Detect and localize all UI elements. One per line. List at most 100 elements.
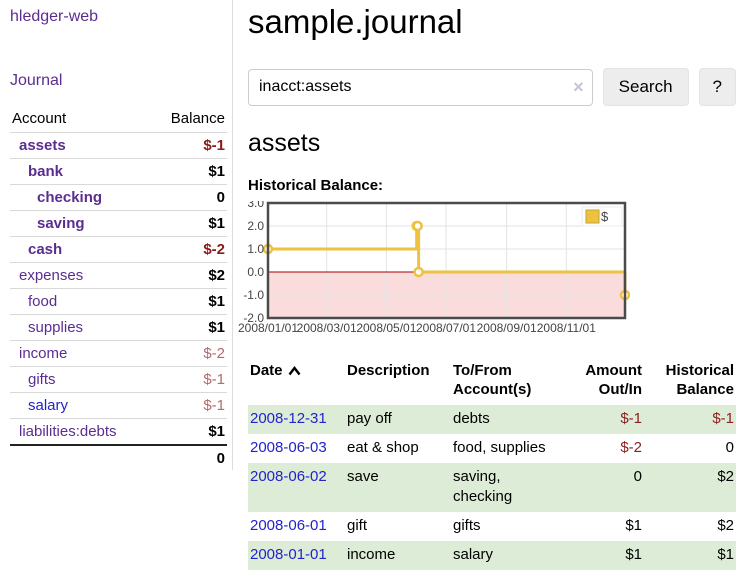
register-date-cell: 2008-06-02 xyxy=(248,463,345,512)
accounts-total-row: 0 xyxy=(10,445,227,471)
transaction-date-link[interactable]: 2008-12-31 xyxy=(250,410,327,427)
register-row: 2008-01-01 income salary $1 $1 xyxy=(248,541,736,570)
account-balance: $1 xyxy=(208,319,225,336)
legend-label: $ xyxy=(601,209,609,224)
main-content: sample.journal × Search ? assets Histori… xyxy=(233,0,742,570)
search-input[interactable] xyxy=(248,68,593,106)
register-col-description[interactable]: Description xyxy=(347,362,430,379)
transaction-date-link[interactable]: 2008-06-03 xyxy=(250,439,327,456)
register-row: 2008-12-31 pay off debts $-1 $-1 xyxy=(248,405,736,434)
sidebar-account-cash[interactable]: cash xyxy=(28,241,63,258)
register-description-cell: gift xyxy=(347,517,368,534)
account-row: checking 0 xyxy=(10,184,227,211)
nav-journal: Journal xyxy=(10,72,227,90)
transaction-date-link[interactable]: 2008-01-01 xyxy=(250,546,327,563)
accounts-table: Account Balance assets $-1 bank $1 checking 0… xyxy=(10,107,227,471)
register-header-row: Date Description To/From Account(s) Amount … xyxy=(248,359,736,405)
account-name-cell: bank xyxy=(10,159,159,185)
page-title: sample.journal xyxy=(248,3,463,40)
register-col-historical-balance[interactable]: Historical Balance xyxy=(665,362,734,398)
account-name-cell: salary xyxy=(10,393,159,419)
register-accounts-cell: gifts xyxy=(453,517,481,534)
register-amount-cell: $-2 xyxy=(620,439,642,456)
account-name-cell: expenses xyxy=(10,263,159,289)
account-balance: $1 xyxy=(208,293,225,310)
account-row: liabilities:debts $1 xyxy=(10,418,227,446)
register-description-cell: save xyxy=(347,468,379,485)
register-date-cell: 2008-06-01 xyxy=(248,512,345,541)
register-balance-cell: $2 xyxy=(717,468,734,485)
x-axis-tick: 2008/11/01 xyxy=(537,321,596,335)
accounts-header-balance: Balance xyxy=(170,110,225,127)
sidebar-account-liabilities-debts[interactable]: liabilities:debts xyxy=(19,423,117,440)
account-name-cell: food xyxy=(10,289,159,315)
register-balance-cell: $2 xyxy=(717,517,734,534)
account-name-cell: cash xyxy=(10,237,159,263)
nav-journal-link[interactable]: Journal xyxy=(10,72,63,89)
transaction-date-link[interactable]: 2008-06-02 xyxy=(250,468,327,485)
register-col-date[interactable]: Date xyxy=(248,359,345,405)
help-button[interactable]: ? xyxy=(698,68,736,106)
y-axis-tick: -1.0 xyxy=(243,288,264,302)
search-field-wrap: × xyxy=(248,68,593,106)
account-row: expenses $2 xyxy=(10,262,227,289)
register-amount-cell: $-1 xyxy=(620,410,642,427)
account-row: gifts $-1 xyxy=(10,366,227,393)
y-axis-tick: -2.0 xyxy=(243,311,264,325)
register-description-cell: income xyxy=(347,546,396,563)
sidebar-account-bank[interactable]: bank xyxy=(28,163,64,180)
register-date-cell: 2008-06-03 xyxy=(248,434,345,463)
account-name-cell: checking xyxy=(10,185,159,211)
register-description-cell: eat & shop xyxy=(347,439,419,456)
account-name-cell: income xyxy=(10,341,159,367)
clear-search-icon[interactable]: × xyxy=(573,76,584,97)
legend-swatch-icon xyxy=(585,209,600,224)
brand-link[interactable]: hledger-web xyxy=(10,8,99,25)
sidebar-account-gifts[interactable]: gifts xyxy=(28,371,56,388)
account-name-cell: saving xyxy=(10,211,159,237)
register-col-amount-out-in[interactable]: Amount Out/In xyxy=(585,362,642,398)
x-axis-tick: 2008/03/01 xyxy=(297,321,357,335)
register-row: 2008-06-03 eat & shop food, supplies $-2 0 xyxy=(248,434,736,463)
chart-svg: $3.0 2.0 1.0 0.0 -1.0 -2.02008/01/012008/03/0… xyxy=(238,196,631,335)
register-amount-cell: 0 xyxy=(633,468,642,485)
account-balance: $-2 xyxy=(203,345,225,362)
accounts-header-row: Account Balance xyxy=(10,107,227,133)
sidebar-account-saving[interactable]: saving xyxy=(37,215,85,232)
register-date-cell: 2008-01-01 xyxy=(248,541,345,570)
sidebar-account-assets[interactable]: assets xyxy=(19,137,66,154)
transaction-date-link[interactable]: 2008-06-01 xyxy=(250,517,327,534)
register-row: 2008-06-01 gift gifts $1 $2 xyxy=(248,512,736,541)
account-name-cell: supplies xyxy=(10,315,159,341)
search-form: × Search ? xyxy=(248,68,736,106)
account-balance: $1 xyxy=(208,423,225,440)
y-axis-tick: 2.0 xyxy=(247,219,264,233)
x-axis-tick: 2008/01/01 xyxy=(238,321,298,335)
register-accounts-cell: food, supplies xyxy=(453,439,546,456)
accounts-header-account: Account xyxy=(12,110,67,127)
account-balance: $1 xyxy=(208,215,225,232)
sidebar-account-food[interactable]: food xyxy=(28,293,58,310)
y-axis-tick: 1.0 xyxy=(247,242,264,256)
account-balance: $-2 xyxy=(203,241,225,258)
brand: hledger-web xyxy=(10,8,227,26)
account-heading: assets xyxy=(248,129,321,157)
register-balance-cell: $1 xyxy=(717,546,734,563)
sidebar-account-income[interactable]: income xyxy=(19,345,68,362)
register-description-cell: pay off xyxy=(347,410,392,427)
account-row: cash $-2 xyxy=(10,236,227,263)
sidebar-account-supplies[interactable]: supplies xyxy=(28,319,84,336)
sidebar-account-salary[interactable]: salary xyxy=(28,397,69,414)
account-name-cell: assets xyxy=(10,133,159,159)
account-row: salary $-1 xyxy=(10,392,227,419)
search-button[interactable]: Search xyxy=(602,68,689,106)
register-balance-cell: $-1 xyxy=(712,410,734,427)
account-name-cell: gifts xyxy=(10,367,159,393)
sort-asc-icon xyxy=(288,366,300,376)
sidebar-account-expenses[interactable]: expenses xyxy=(19,267,84,284)
register-col-to-from-account-s-[interactable]: To/From Account(s) xyxy=(453,362,532,398)
sidebar-account-checking[interactable]: checking xyxy=(37,189,103,206)
x-axis-tick: 2008/07/01 xyxy=(416,321,476,335)
register-table: Date Description To/From Account(s) Amount … xyxy=(248,359,736,570)
account-row: supplies $1 xyxy=(10,314,227,341)
